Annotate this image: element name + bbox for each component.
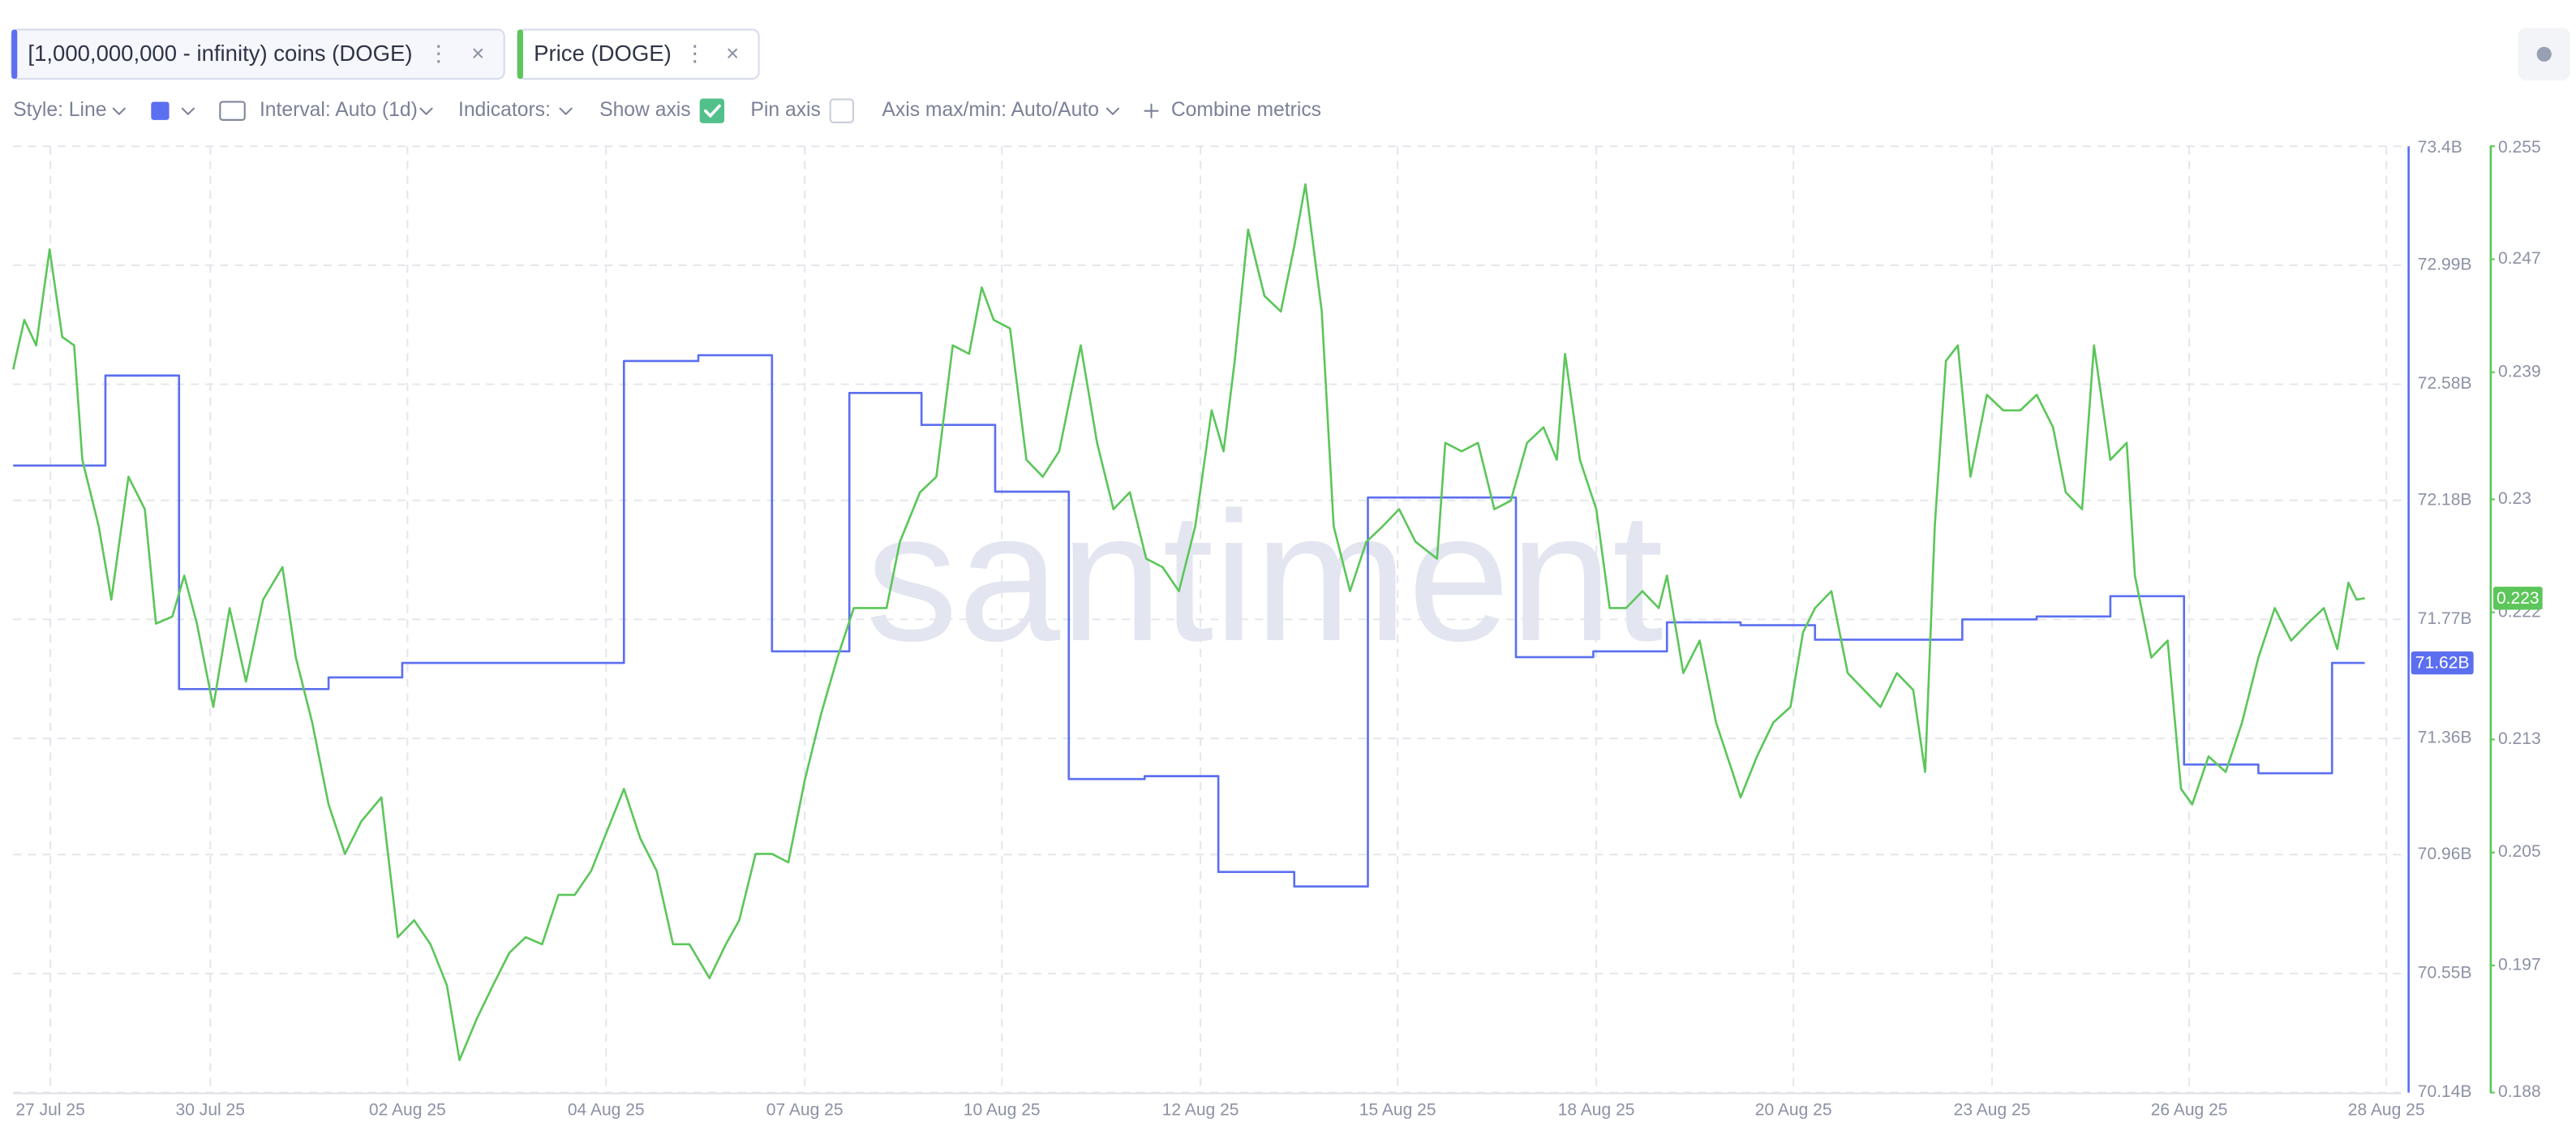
- chip-close[interactable]: ×: [726, 41, 739, 66]
- y-tick-label: 73.4B: [2418, 138, 2462, 157]
- chevron: [559, 107, 573, 116]
- chip-accent: [517, 29, 523, 80]
- chevron: [1106, 107, 1120, 116]
- chevron: [181, 107, 195, 116]
- current-value-badge: [2411, 651, 2474, 675]
- chevron: [419, 107, 433, 116]
- step-line: [13, 354, 2365, 888]
- show-axis-checkbox[interactable]: [699, 98, 725, 123]
- chip-accent: [11, 29, 18, 80]
- watermark: santiment: [866, 475, 1664, 680]
- x-tick-label: 30 Jul 25: [176, 1100, 245, 1119]
- y-tick-label: 70.55B: [2418, 963, 2472, 982]
- x-tick-label: 27 Jul 25: [15, 1100, 84, 1119]
- y2-tick-label: 0.247: [2498, 249, 2541, 268]
- y-tick-label: 71.77B: [2418, 609, 2472, 628]
- current-value-label: 0.223: [2497, 589, 2540, 608]
- y-tick-label: 70.14B: [2418, 1082, 2472, 1101]
- pin-axis-checkbox[interactable]: [829, 98, 854, 123]
- y2-tick-label: 0.197: [2498, 956, 2541, 974]
- y-tick-label: 71.36B: [2418, 729, 2472, 747]
- current-value-label: 71.62B: [2415, 654, 2470, 673]
- chip-menu[interactable]: ⋮: [684, 41, 706, 66]
- metric-chip[interactable]: Price (DOGE) ⋮ ×: [516, 28, 760, 80]
- price-line: [11, 183, 2365, 1061]
- x-tick-label: 07 Aug 25: [766, 1100, 844, 1119]
- interval-dropdown[interactable]: Interval: Auto (1d): [260, 99, 418, 121]
- y2-tick-label: 0.239: [2498, 362, 2541, 381]
- show-axis-label[interactable]: Show axis: [599, 99, 691, 121]
- indicators-dropdown[interactable]: Indicators:: [458, 99, 551, 121]
- labels: 27 Jul 25 30 Jul 25 02 Aug 25 04 Aug 25 07 A…: [15, 138, 2543, 1119]
- y-tick-label: 72.18B: [2418, 490, 2472, 509]
- x-tick-label: 23 Aug 25: [1954, 1100, 2031, 1119]
- button-icon: [2536, 46, 2552, 62]
- pin-axis-label[interactable]: Pin axis: [750, 99, 820, 121]
- series: [11, 183, 2365, 1061]
- y2-tick-label: 0.23: [2498, 489, 2531, 508]
- y2-tick-label: 0.213: [2498, 729, 2541, 748]
- x-tick-label: 26 Aug 25: [2151, 1100, 2228, 1119]
- x-tick-label: 20 Aug 25: [1755, 1100, 1832, 1119]
- chip-menu[interactable]: ⋮: [427, 41, 450, 66]
- chip-label: [1,000,000,000 - infinity) coins (DOGE): [28, 41, 412, 66]
- x-tick-label: 04 Aug 25: [568, 1100, 645, 1119]
- x-tick-label: 15 Aug 25: [1359, 1100, 1436, 1119]
- x-tick-label: 18 Aug 25: [1558, 1100, 1635, 1119]
- x-tick-label: 12 Aug 25: [1162, 1100, 1239, 1119]
- current-value-badge: [2492, 587, 2543, 610]
- y-tick-label: 72.99B: [2418, 255, 2472, 273]
- plus-icon: [1144, 103, 1159, 118]
- x-tick-label: 28 Aug 25: [2348, 1100, 2425, 1119]
- combine-metrics-button[interactable]: Combine metrics: [1171, 99, 1321, 121]
- axis-minmax-dropdown[interactable]: Axis max/min: Auto/Auto: [882, 99, 1099, 121]
- grid: [13, 145, 2402, 1094]
- chip-label: Price (DOGE): [534, 41, 672, 66]
- metric-chip[interactable]: [1,000,000,000 - infinity) coins (DOGE) …: [11, 28, 505, 80]
- y-tick-label: 70.96B: [2418, 845, 2472, 863]
- y2-tick-label: 0.188: [2498, 1082, 2541, 1101]
- x-tick-label: 02 Aug 25: [369, 1100, 446, 1119]
- toolbar: Style: Line Interval: Auto (1d) Indicato…: [13, 98, 1321, 123]
- chip-close[interactable]: ×: [471, 41, 484, 66]
- style-dropdown[interactable]: Style: Line: [13, 99, 106, 121]
- record-button[interactable]: [2518, 28, 2571, 81]
- ruler-icon: [219, 101, 246, 121]
- checkmark: [703, 104, 721, 118]
- y2-tick-label: 0.255: [2498, 138, 2541, 157]
- y-tick-label: 72.58B: [2418, 374, 2472, 393]
- chevron: [112, 107, 126, 116]
- color-picker[interactable]: [151, 101, 170, 120]
- x-tick-label: 10 Aug 25: [964, 1100, 1041, 1119]
- y2-tick-label: 0.205: [2498, 842, 2541, 861]
